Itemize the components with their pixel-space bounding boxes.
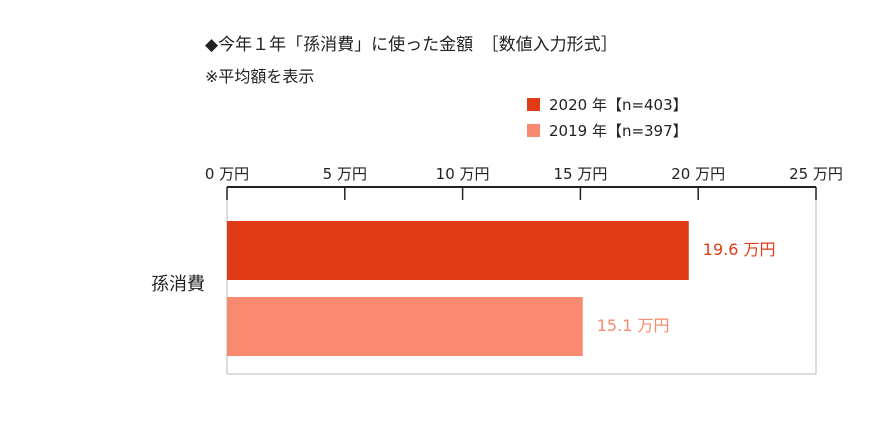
legend-swatch-2019 — [527, 123, 540, 137]
legend-item-2020: 2020 年【n=403】 — [527, 91, 688, 117]
legend-label-2020: 2020 年【n=403】 — [549, 95, 688, 114]
x-tick-label-1: 5 万円 — [323, 165, 367, 183]
chart-title: ◆今年１年「孫消費」に使った金額 ［数値入力形式］ — [205, 35, 618, 55]
label-layer: 孫消費 19.6 万円 15.1 万円 — [151, 240, 775, 335]
x-tick-label-4: 20 万円 — [671, 165, 725, 183]
chart-subtitle: ※平均額を表示 — [205, 67, 315, 86]
legend-item-2019: 2019 年【n=397】 — [527, 117, 688, 143]
x-tick-label-0: 0 万円 — [205, 165, 249, 183]
category-label-0: 孫消費 — [151, 274, 205, 295]
axis-layer: 0 万円 5 万円 10 万円 15 万円 20 万円 25 万円 — [205, 165, 843, 375]
legend: 2020 年【n=403】 2019 年【n=397】 — [527, 91, 688, 143]
x-tick-label-2: 10 万円 — [436, 165, 490, 183]
data-label-series-1: 15.1 万円 — [597, 316, 670, 335]
bar-series-1 — [227, 297, 583, 356]
data-label-series-0: 19.6 万円 — [703, 240, 776, 259]
legend-swatch-2020 — [527, 97, 540, 111]
x-tick-label-5: 25 万円 — [789, 165, 843, 183]
bar-layer — [227, 221, 689, 356]
legend-label-2019: 2019 年【n=397】 — [549, 121, 688, 140]
bar-series-0 — [227, 221, 689, 280]
x-tick-label-3: 15 万円 — [553, 165, 607, 183]
